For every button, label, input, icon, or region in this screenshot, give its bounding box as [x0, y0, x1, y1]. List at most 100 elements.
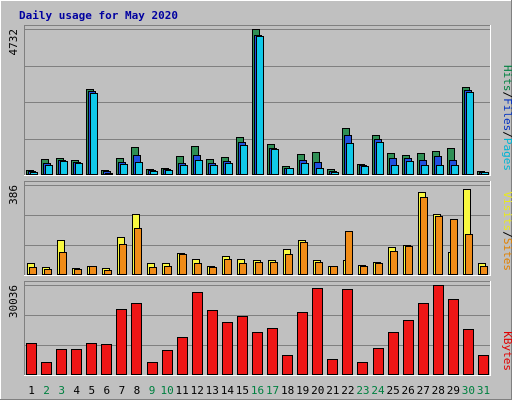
x-tick-label: 5	[88, 384, 95, 397]
bar-kbytes	[131, 303, 142, 375]
bar-kbytes	[327, 359, 338, 375]
legend-separator: /	[501, 92, 512, 99]
y-max-label: 30036	[7, 285, 20, 318]
bar-kbytes	[342, 289, 353, 375]
bar-kbytes	[388, 332, 399, 375]
bar-sites	[480, 266, 488, 275]
x-tick-label: 27	[417, 384, 430, 397]
bar-sites	[119, 244, 127, 275]
legend-item: Files	[501, 98, 512, 131]
bar-pages	[316, 168, 324, 175]
bar-sites	[29, 267, 37, 275]
bar-pages	[421, 165, 429, 175]
bar-pages	[150, 171, 158, 175]
bar-pages	[45, 165, 53, 175]
bar-pages	[180, 165, 188, 175]
panel-sites-visits: 386 Visits/Sites	[7, 181, 512, 276]
bar-pages	[406, 161, 414, 175]
legend-item: Hits	[501, 65, 512, 92]
bar-sites	[420, 197, 428, 275]
bar-kbytes	[448, 299, 459, 375]
bar-kbytes	[312, 288, 323, 375]
bar-pages	[195, 160, 203, 175]
legend-item: KBytes	[501, 331, 512, 371]
bar-kbytes	[252, 332, 263, 375]
bar-pages	[60, 161, 68, 175]
x-tick-label: 30	[462, 384, 475, 397]
bar-pages	[376, 142, 384, 175]
x-tick-label: 24	[371, 384, 385, 397]
x-tick-label: 21	[326, 384, 339, 397]
bar-kbytes	[71, 349, 82, 375]
bar-sites	[149, 267, 157, 275]
bar-kbytes	[86, 343, 97, 375]
x-tick-label: 31	[477, 384, 490, 397]
bar-kbytes	[373, 348, 384, 375]
legend-item: Pages	[501, 138, 512, 171]
x-tick-label: 12	[191, 384, 204, 397]
x-tick-label: 15	[236, 384, 249, 397]
bar-pages	[436, 165, 444, 175]
bar-pages	[331, 172, 339, 175]
bar-sites	[89, 266, 97, 275]
bar-sites	[300, 242, 308, 275]
bar-sites	[315, 262, 323, 275]
bar-sites	[375, 263, 383, 275]
bar-kbytes	[192, 292, 203, 375]
legend-item: Sites	[501, 238, 512, 271]
y-max-label: 386	[7, 185, 20, 205]
bar-sites	[104, 270, 112, 275]
bar-pages	[391, 165, 399, 175]
x-tick-label: 13	[206, 384, 219, 397]
bar-pages	[135, 162, 143, 175]
y-max-label: 4732	[7, 29, 20, 56]
bar-kbytes	[267, 328, 278, 375]
bar-pages	[30, 172, 38, 175]
bar-pages	[90, 93, 98, 175]
x-tick-label: 11	[176, 384, 189, 397]
bar-kbytes	[101, 344, 112, 375]
legend-separator: /	[501, 231, 512, 238]
bar-kbytes	[222, 322, 233, 375]
bar-pages	[481, 172, 489, 175]
bar-sites	[134, 228, 142, 275]
bar-pages	[451, 165, 459, 175]
x-tick-label: 26	[402, 384, 415, 397]
bar-sites	[255, 262, 263, 275]
bar-sites	[59, 252, 67, 275]
bar-pages	[466, 92, 474, 175]
x-tick-label: 3	[58, 384, 65, 397]
bar-kbytes	[26, 343, 37, 375]
x-tick-label: 16	[251, 384, 264, 397]
bar-pages	[240, 145, 248, 175]
bar-kbytes	[433, 285, 444, 375]
legend: Hits/Files/Pages	[501, 65, 512, 171]
bar-pages	[271, 149, 279, 175]
bar-pages	[286, 168, 294, 175]
bar-sites	[239, 263, 247, 275]
bar-kbytes	[116, 309, 127, 375]
x-tick-label: 20	[311, 384, 324, 397]
panel-kbytes: 30036 KBytes	[7, 281, 512, 376]
bar-sites	[74, 269, 82, 275]
bar-kbytes	[41, 362, 52, 375]
x-tick-label: 22	[341, 384, 354, 397]
bar-kbytes	[162, 350, 173, 375]
bar-kbytes	[357, 362, 368, 375]
x-tick-label: 17	[266, 384, 279, 397]
bar-kbytes	[177, 337, 188, 375]
bar-pages	[120, 164, 128, 175]
x-tick-label: 25	[386, 384, 399, 397]
bar-sites	[330, 266, 338, 275]
bar-kbytes	[56, 349, 67, 375]
x-tick-label: 9	[149, 384, 156, 397]
x-tick-label: 18	[281, 384, 294, 397]
bar-sites	[345, 231, 353, 275]
bar-pages	[361, 166, 369, 175]
legend: KBytes	[501, 331, 512, 371]
bar-sites	[209, 267, 217, 275]
x-tick-label: 14	[221, 384, 235, 397]
bar-sites	[270, 262, 278, 275]
bar-sites	[405, 246, 413, 275]
